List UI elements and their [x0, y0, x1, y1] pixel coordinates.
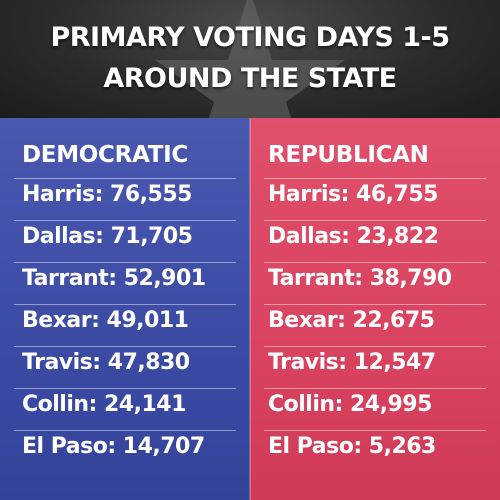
- panel-divider: [249, 118, 251, 500]
- row-divider: [264, 262, 486, 263]
- republican-heading: REPUBLICAN: [268, 142, 429, 168]
- republican-row-collin: Collin: 24,995: [268, 392, 432, 417]
- row-divider: [14, 178, 236, 179]
- democratic-row-travis: Travis: 47,830: [22, 350, 190, 375]
- header-banner: PRIMARY VOTING DAYS 1-5 AROUND THE STATE: [0, 0, 500, 118]
- page-title-line-1: PRIMARY VOTING DAYS 1-5: [50, 22, 450, 53]
- democratic-row-harris: Harris: 76,555: [22, 182, 192, 207]
- republican-row-bexar: Bexar: 22,675: [268, 308, 435, 333]
- democratic-row-dallas: Dallas: 71,705: [22, 224, 193, 249]
- row-divider: [264, 388, 486, 389]
- row-divider: [14, 388, 236, 389]
- democratic-row-tarrant: Tarrant: 52,901: [22, 266, 206, 291]
- row-divider: [264, 430, 486, 431]
- row-divider: [264, 220, 486, 221]
- republican-row-el-paso: El Paso: 5,263: [268, 434, 436, 459]
- row-divider: [264, 346, 486, 347]
- democratic-row-el-paso: El Paso: 14,707: [22, 434, 205, 459]
- row-divider: [264, 178, 486, 179]
- republican-panel: REPUBLICAN Harris: 46,755 Dallas: 23,822…: [250, 118, 500, 500]
- row-divider: [14, 304, 236, 305]
- row-divider: [14, 430, 236, 431]
- democratic-row-collin: Collin: 24,141: [22, 392, 186, 417]
- row-divider: [264, 304, 486, 305]
- democratic-panel: DEMOCRATIC Harris: 76,555 Dallas: 71,705…: [0, 118, 250, 500]
- republican-row-tarrant: Tarrant: 38,790: [268, 266, 452, 291]
- democratic-row-bexar: Bexar: 49,011: [22, 308, 189, 333]
- republican-row-harris: Harris: 46,755: [268, 182, 438, 207]
- republican-row-dallas: Dallas: 23,822: [268, 224, 439, 249]
- row-divider: [14, 346, 236, 347]
- row-divider: [14, 220, 236, 221]
- row-divider: [14, 262, 236, 263]
- democratic-heading: DEMOCRATIC: [22, 142, 188, 168]
- star-icon: [155, 0, 345, 118]
- republican-row-travis: Travis: 12,547: [268, 350, 436, 375]
- page-title-line-2: AROUND THE STATE: [103, 63, 397, 94]
